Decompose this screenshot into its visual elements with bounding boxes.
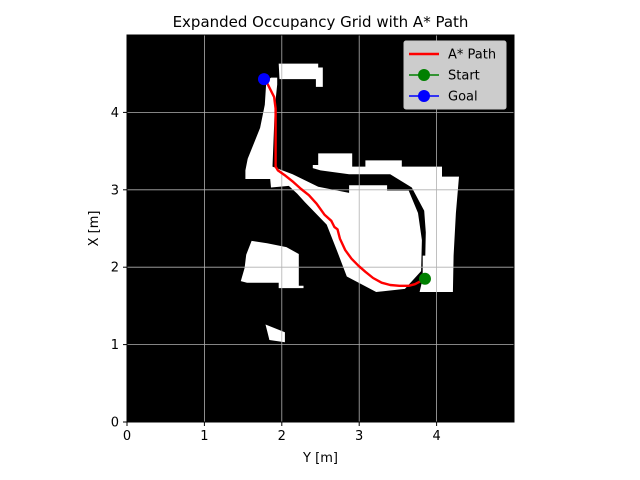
x-axis-label: Y [m] <box>302 451 338 466</box>
x-tick-label: 3 <box>355 429 363 444</box>
free-region-1 <box>278 63 323 87</box>
start-marker <box>418 272 431 285</box>
legend-goal-marker <box>418 90 430 102</box>
y-axis-label: X [m] <box>87 211 102 247</box>
free-region-5 <box>240 240 304 289</box>
free-region-2 <box>245 77 422 292</box>
y-tick-label: 0 <box>111 416 119 431</box>
series-layer <box>257 73 431 287</box>
goal-marker <box>257 73 270 86</box>
legend-box <box>403 40 507 110</box>
legend: A* Path Start Goal <box>403 40 507 110</box>
legend-goal-label: Goal <box>448 90 478 105</box>
free-region-3 <box>312 153 459 292</box>
legend-path-label: A* Path <box>448 48 496 63</box>
x-axis-ticks: 0 1 2 3 4 <box>123 422 441 444</box>
y-tick-label: 4 <box>111 106 119 121</box>
y-tick-label: 2 <box>111 261 119 276</box>
free-space-layer <box>240 63 459 343</box>
y-tick-label: 3 <box>111 183 119 198</box>
y-tick-label: 1 <box>111 338 119 353</box>
x-tick-label: 4 <box>432 429 440 444</box>
chart-title: Expanded Occupancy Grid with A* Path <box>173 13 469 31</box>
legend-start-label: Start <box>448 69 480 84</box>
y-axis-ticks: 0 1 2 3 4 <box>111 106 127 431</box>
astar-path-line <box>262 77 427 287</box>
x-tick-label: 0 <box>123 429 131 444</box>
legend-start-marker <box>418 69 430 81</box>
x-tick-label: 2 <box>278 429 286 444</box>
x-tick-label: 1 <box>200 429 208 444</box>
axes-frame <box>126 34 515 423</box>
free-region-6 <box>265 324 285 343</box>
